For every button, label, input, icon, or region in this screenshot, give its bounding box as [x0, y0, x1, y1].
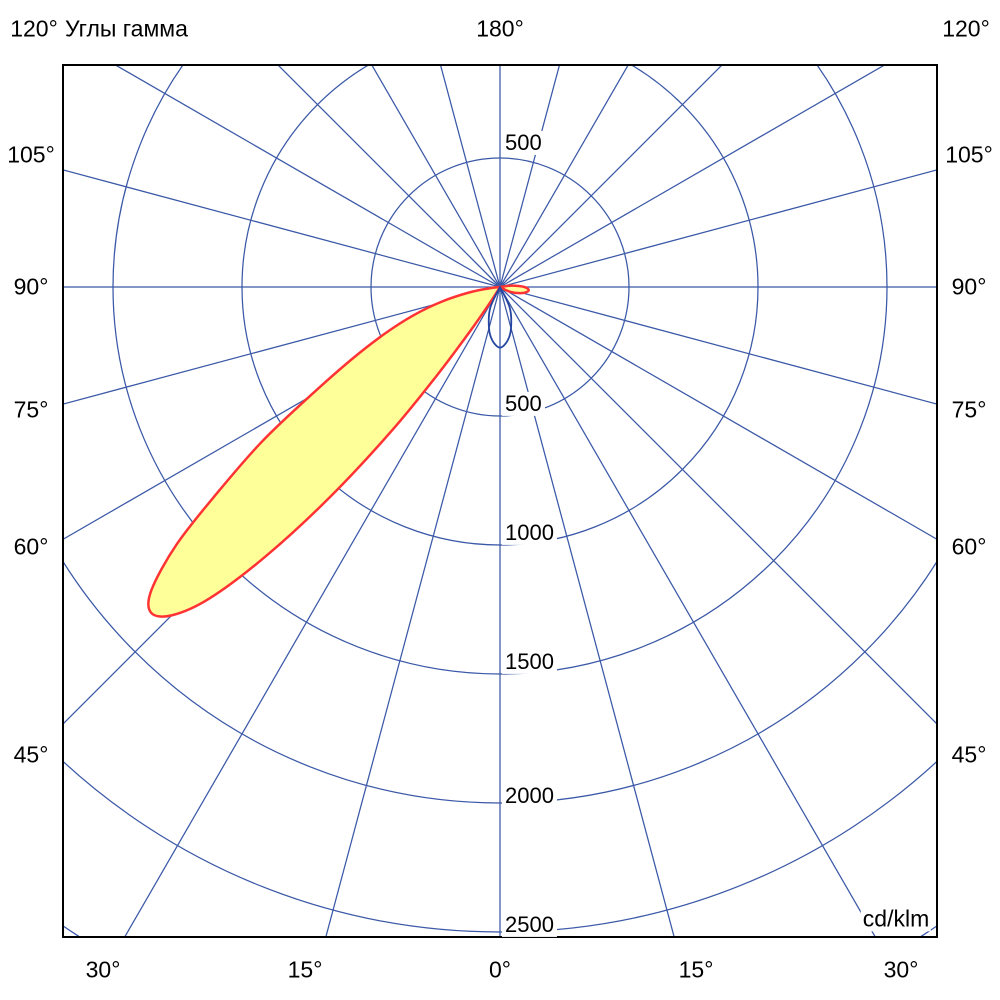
gamma-angle-label-right-90: 90°	[951, 273, 987, 300]
gamma-angle-label-left-60: 60°	[13, 533, 49, 560]
ring-value-label-2500: 2500	[502, 912, 557, 938]
ring-value-label-500-bottom: 500	[502, 391, 545, 417]
gamma-angle-label-left-105: 105°	[7, 141, 55, 168]
ring-value-label-1500: 1500	[502, 649, 557, 675]
gamma-angle-label-right-75: 75°	[951, 396, 987, 423]
ring-value-label-2000: 2000	[502, 783, 557, 809]
gamma-angle-label-bottom-15R: 15°	[678, 956, 714, 983]
ring-value-label-1000: 1000	[502, 520, 557, 546]
gamma-angle-label-right-105: 105°	[945, 141, 993, 168]
gamma-angle-label-right-60: 60°	[951, 533, 987, 560]
gamma-angle-label-top-right: 120°	[942, 15, 990, 42]
chart-title: Углы гамма	[65, 15, 188, 42]
gamma-angle-label-bottom-30L: 30°	[85, 956, 121, 983]
gamma-angle-label-left-75: 75°	[13, 396, 49, 423]
gamma-angle-label-bottom-15L: 15°	[287, 956, 323, 983]
unit-label: cd/klm	[860, 905, 932, 932]
gamma-angle-label-top-left: 120°	[10, 15, 58, 42]
gamma-angle-label-bottom-0: 0°	[489, 956, 511, 983]
gamma-angle-label-right-45: 45°	[951, 741, 987, 768]
ring-value-label-500-top: 500	[502, 130, 545, 156]
gamma-angle-label-bottom-30R: 30°	[883, 956, 919, 983]
gamma-angle-label-left-45: 45°	[13, 741, 49, 768]
gamma-angle-label-top-center: 180°	[476, 15, 524, 42]
gamma-angle-label-left-90: 90°	[13, 273, 49, 300]
